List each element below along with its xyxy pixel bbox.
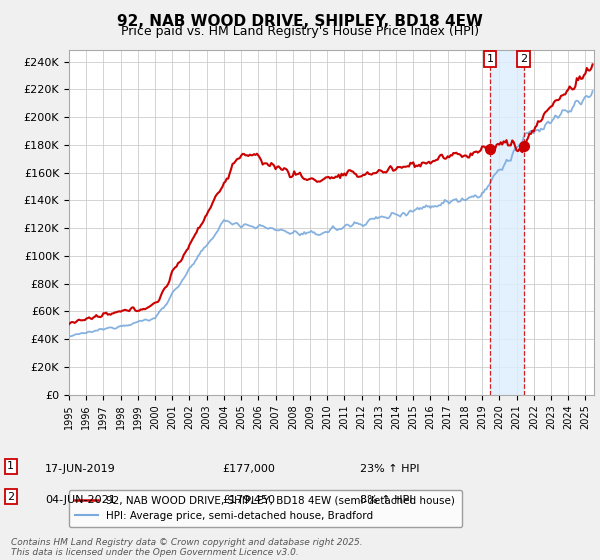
Text: Contains HM Land Registry data © Crown copyright and database right 2025.
This d: Contains HM Land Registry data © Crown c… [11, 538, 362, 557]
Text: 04-JUN-2021: 04-JUN-2021 [45, 494, 116, 505]
Text: 2: 2 [520, 54, 527, 64]
Text: £177,000: £177,000 [222, 464, 275, 474]
Text: 1: 1 [7, 461, 14, 472]
Text: 17-JUN-2019: 17-JUN-2019 [45, 464, 116, 474]
Text: £179,450: £179,450 [222, 494, 275, 505]
Text: Price paid vs. HM Land Registry's House Price Index (HPI): Price paid vs. HM Land Registry's House … [121, 25, 479, 38]
Legend: 92, NAB WOOD DRIVE, SHIPLEY, BD18 4EW (semi-detached house), HPI: Average price,: 92, NAB WOOD DRIVE, SHIPLEY, BD18 4EW (s… [69, 489, 461, 527]
Text: 8% ↑ HPI: 8% ↑ HPI [360, 494, 413, 505]
Bar [490, 50, 524, 395]
Text: 92, NAB WOOD DRIVE, SHIPLEY, BD18 4EW: 92, NAB WOOD DRIVE, SHIPLEY, BD18 4EW [117, 14, 483, 29]
Text: 2: 2 [7, 492, 14, 502]
Text: 1: 1 [487, 54, 494, 64]
Text: 23% ↑ HPI: 23% ↑ HPI [360, 464, 419, 474]
